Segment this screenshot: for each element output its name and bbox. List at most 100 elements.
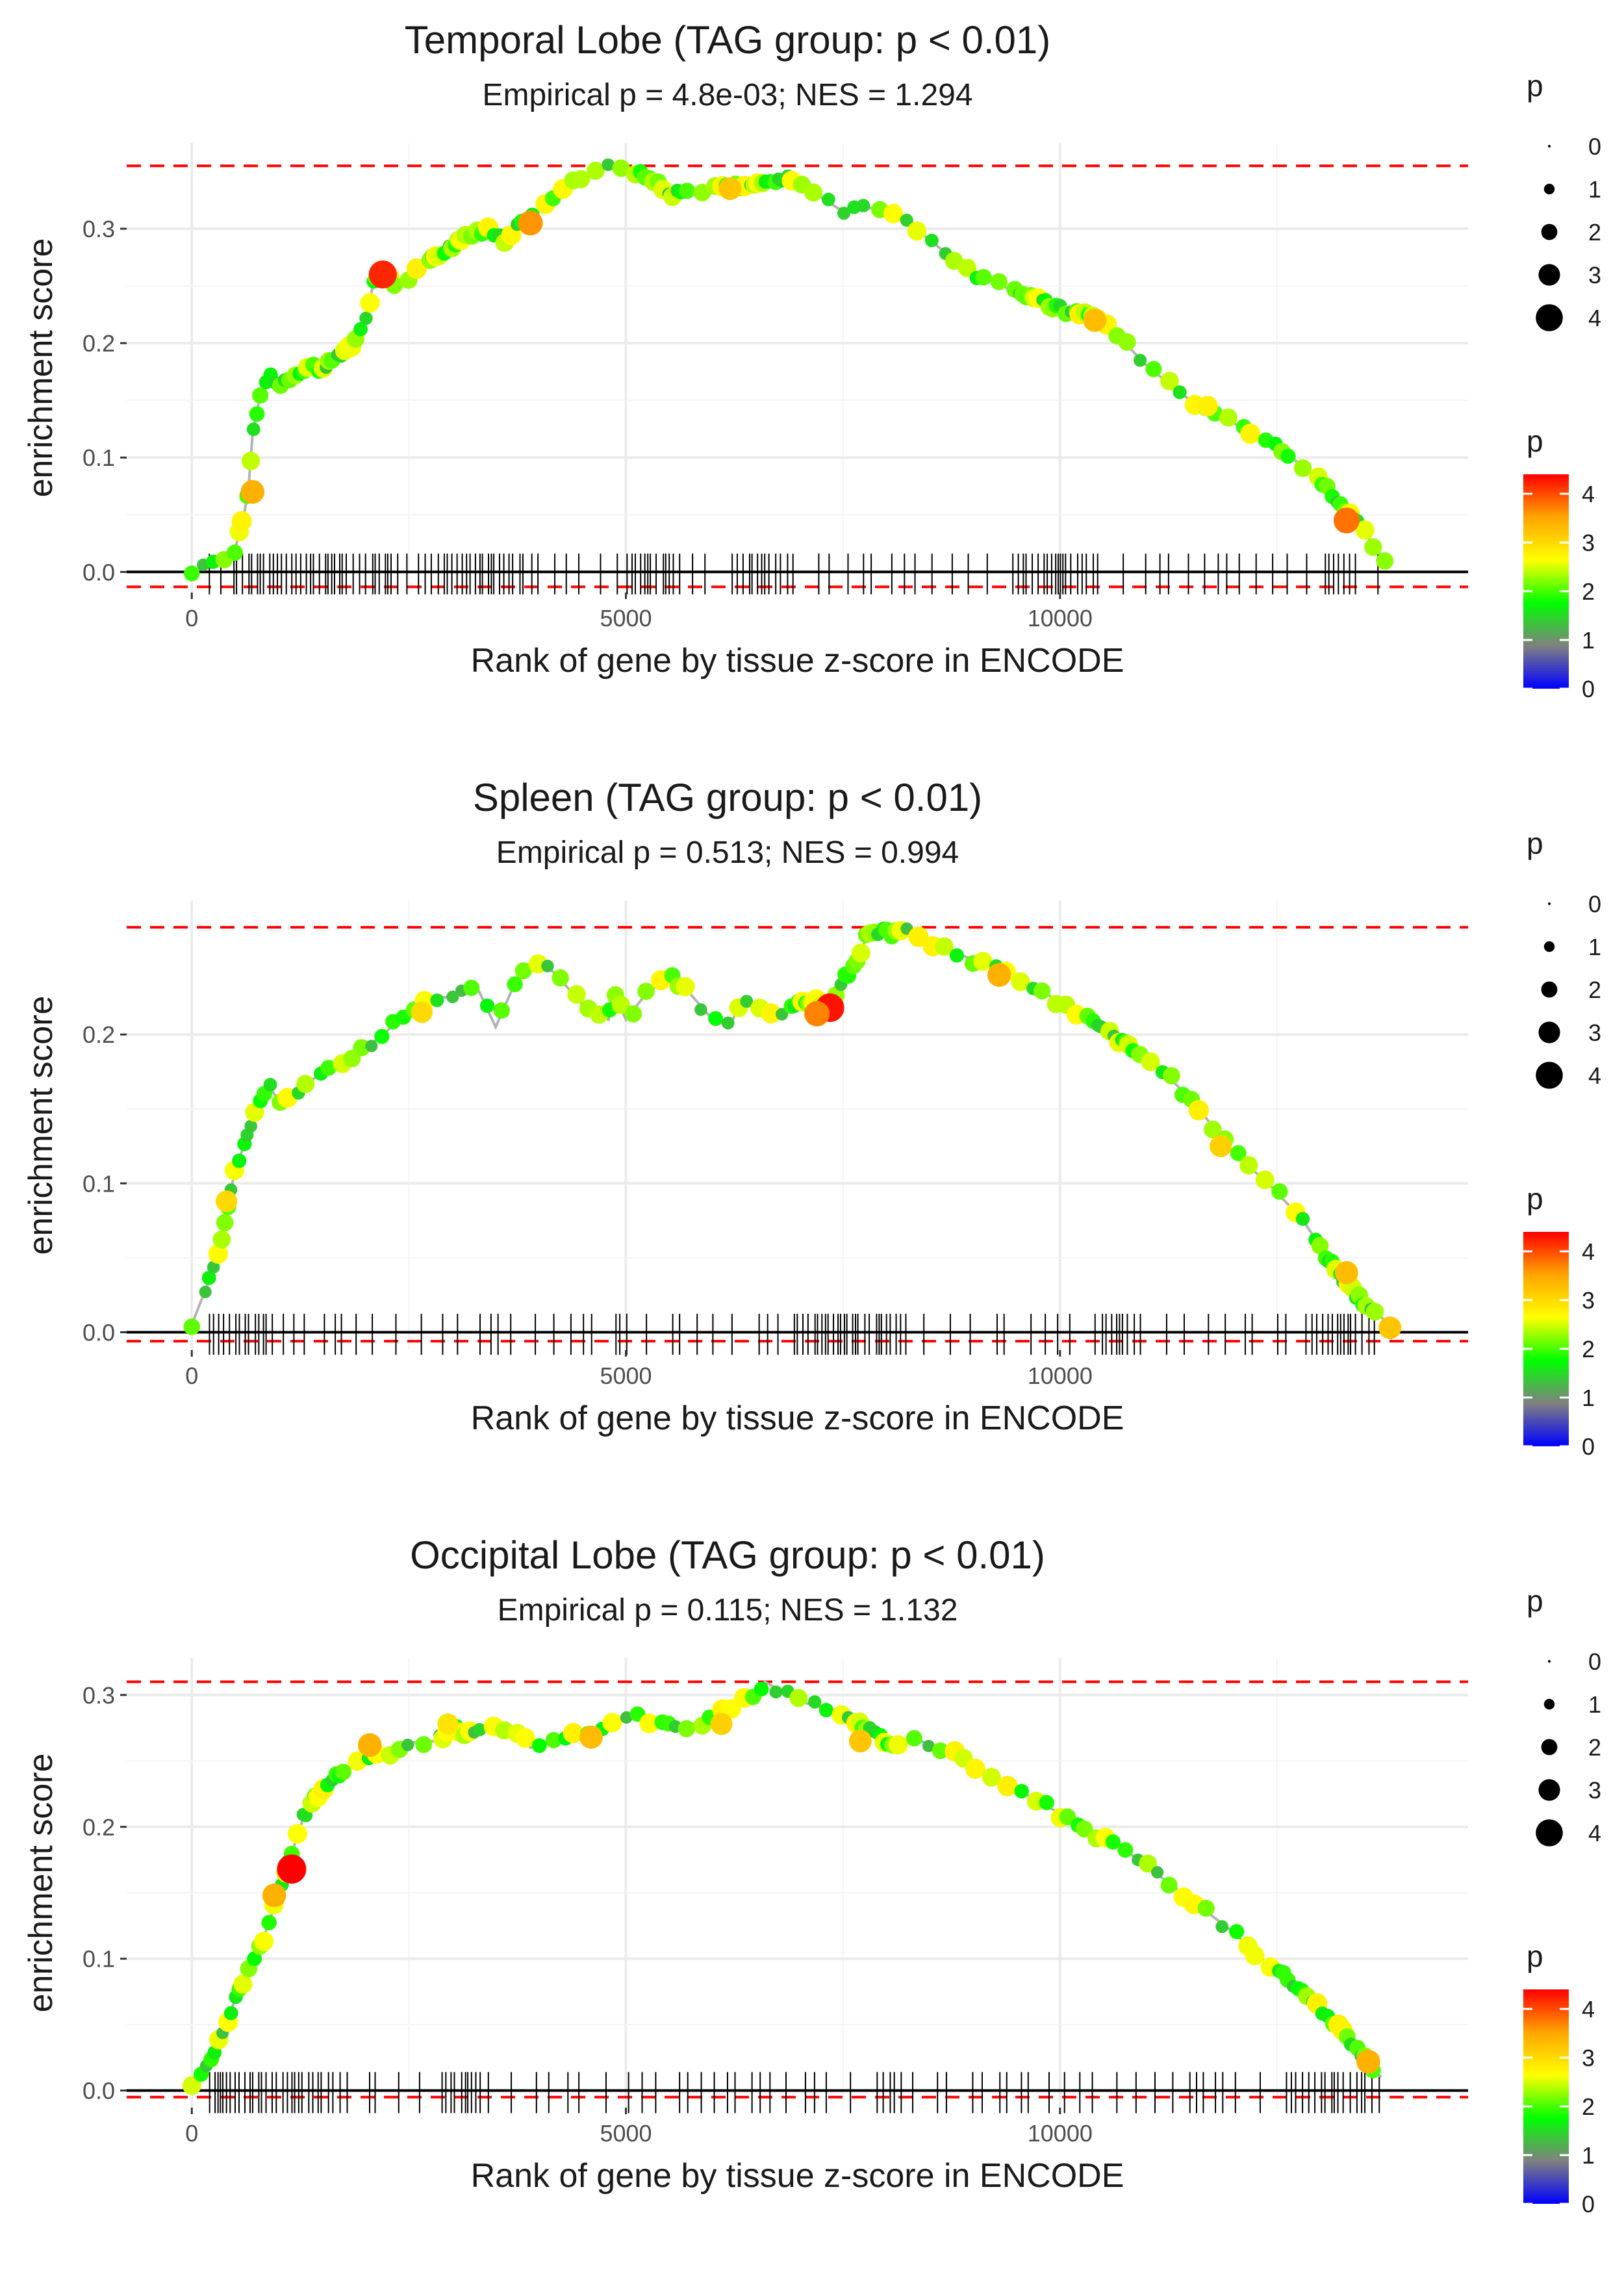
size-legend-key [1541, 224, 1558, 240]
size-legend: p 0 1 2 3 4 [1527, 1584, 1601, 1846]
enrichment-point [1151, 1866, 1164, 1879]
size-legend: p 0 1 2 3 4 [1527, 69, 1601, 331]
enrichment-point [184, 565, 200, 581]
x-tick-label: 0 [185, 605, 198, 632]
enrichment-point [922, 1739, 935, 1752]
enrichment-point [1105, 1834, 1121, 1850]
enrichment-point [201, 1270, 216, 1285]
enrichment-point [207, 1260, 220, 1274]
x-tick-label: 10000 [1028, 1362, 1093, 1389]
enrichment-point [804, 183, 823, 202]
size-legend-key [1548, 902, 1551, 905]
size-legend-label: 4 [1588, 305, 1601, 331]
color-legend-label: 1 [1582, 627, 1595, 654]
enrichment-point [1364, 538, 1382, 556]
size-legend-label: 0 [1588, 1648, 1601, 1675]
color-legend-label: 3 [1582, 530, 1595, 556]
enrichment-point [231, 511, 252, 531]
chart-panel-temporal-lobe: Temporal Lobe (TAG group: p < 0.01) Empir… [22, 18, 1601, 702]
enrichment-point [1173, 385, 1187, 400]
color-legend-label: 1 [1582, 1385, 1595, 1411]
enrichment-point [1280, 448, 1296, 464]
enrichment-point [1215, 1920, 1229, 1934]
enrichment-point [360, 292, 380, 313]
chart-panel-occipital-lobe: Occipital Lobe (TAG group: p < 0.01) Empi… [22, 1533, 1601, 2217]
color-legend-label: 1 [1582, 2142, 1595, 2169]
enrichment-point [567, 985, 586, 1004]
enrichment-point [975, 268, 992, 286]
enrichment-point [620, 1711, 633, 1724]
y-tick-label: 0.2 [82, 1021, 115, 1048]
rug-ticks [209, 554, 1379, 594]
enrichment-point-highlight [1333, 507, 1360, 534]
enrichment-point [1141, 1052, 1160, 1071]
enrichment-point [818, 1703, 833, 1718]
chart-subtitle: Empirical p = 0.115; NES = 1.132 [498, 1593, 958, 1628]
color-legend: p 0 1 2 3 4 [1523, 1939, 1595, 2217]
y-axis-title: enrichment score [22, 238, 60, 498]
enrichment-point [541, 960, 554, 973]
enrichment-point [1188, 1100, 1210, 1121]
enrichment-point [1117, 1842, 1134, 1858]
enrichment-point [244, 1119, 257, 1133]
enrichment-point [637, 982, 655, 1001]
y-tick-label: 0.1 [82, 1946, 115, 1973]
y-tick-label: 0.3 [82, 216, 115, 242]
enrichment-point-highlight [411, 1001, 433, 1023]
enrichment-point-highlight [987, 963, 1011, 987]
color-legend-title: p [1527, 424, 1543, 458]
axes: 0 5000 10000 0.0 0.1 0.2 0.3 [82, 1682, 1093, 2147]
enrichment-point [223, 2006, 238, 2021]
axes: 0 5000 10000 0.0 0.1 0.2 [82, 1021, 1093, 1389]
enrichment-point [463, 979, 480, 996]
enrichment-point [246, 422, 260, 437]
enrichment-point [514, 962, 532, 980]
enrichment-point [247, 1951, 262, 1967]
enrichment-point [507, 976, 523, 993]
enrichment-point [1139, 1854, 1157, 1873]
enrichment-point [1118, 333, 1136, 351]
chart-subtitle: Empirical p = 4.8e-03; NES = 1.294 [482, 78, 972, 112]
enrichment-point [612, 159, 630, 177]
enrichment-point [602, 158, 615, 172]
enrichment-point [263, 1078, 277, 1092]
size-legend-label: 2 [1588, 219, 1601, 246]
enrichment-point [1295, 1212, 1310, 1226]
size-legend-key [1548, 145, 1551, 147]
enrichment-point [958, 259, 977, 277]
y-axis-title: enrichment score [22, 1754, 60, 2013]
enrichment-point-highlight [579, 1725, 603, 1749]
enrichment-point [883, 203, 904, 224]
enrichment-point [353, 322, 368, 337]
enrichment-point [1228, 1924, 1245, 1939]
enrichment-point [1230, 1145, 1247, 1162]
size-legend-label: 2 [1588, 1734, 1601, 1761]
x-tick-label: 0 [185, 2120, 198, 2147]
enrichment-point [900, 213, 913, 227]
color-legend-label: 0 [1582, 2191, 1595, 2217]
color-legend-label: 0 [1582, 1433, 1595, 1460]
x-tick-label: 5000 [600, 605, 652, 632]
enrichment-point [1076, 1820, 1093, 1838]
enrichment-point [721, 1016, 735, 1030]
y-tick-label: 0.1 [82, 444, 115, 471]
color-legend: p 0 1 2 3 4 [1523, 424, 1595, 702]
enrichment-point [1255, 1170, 1275, 1190]
enrichment-point [249, 406, 265, 422]
enrichment-point-highlight [1210, 1135, 1232, 1158]
y-tick-label: 0.0 [82, 1320, 115, 1346]
enrichment-point [965, 1758, 985, 1779]
enrichment-point [493, 1002, 510, 1019]
enrichment-point [232, 1153, 247, 1168]
enrichment-point-highlight [240, 479, 265, 504]
enrichment-point [821, 192, 835, 207]
enrichment-point [678, 1720, 695, 1737]
gridlines [127, 901, 1468, 1350]
enrichment-point [1145, 361, 1162, 377]
enrichment-point [1160, 372, 1179, 390]
enrichment-point [973, 951, 993, 971]
color-legend-label: 2 [1582, 2093, 1595, 2120]
enrichment-point [479, 998, 495, 1014]
enrichment-point [586, 161, 605, 180]
enrichment-point [182, 2076, 201, 2095]
